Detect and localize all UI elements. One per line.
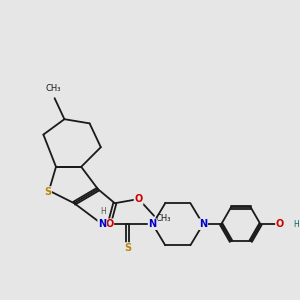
Text: O: O [276,219,284,229]
Text: H: H [293,220,299,229]
Text: S: S [124,243,131,253]
Text: N: N [148,219,157,229]
Text: N: N [199,219,207,229]
Text: O: O [134,194,143,204]
Text: H: H [100,207,106,216]
Text: N: N [98,219,106,229]
Text: O: O [105,219,113,229]
Text: CH₃: CH₃ [45,84,61,93]
Text: CH₃: CH₃ [155,214,171,223]
Text: S: S [44,187,51,197]
